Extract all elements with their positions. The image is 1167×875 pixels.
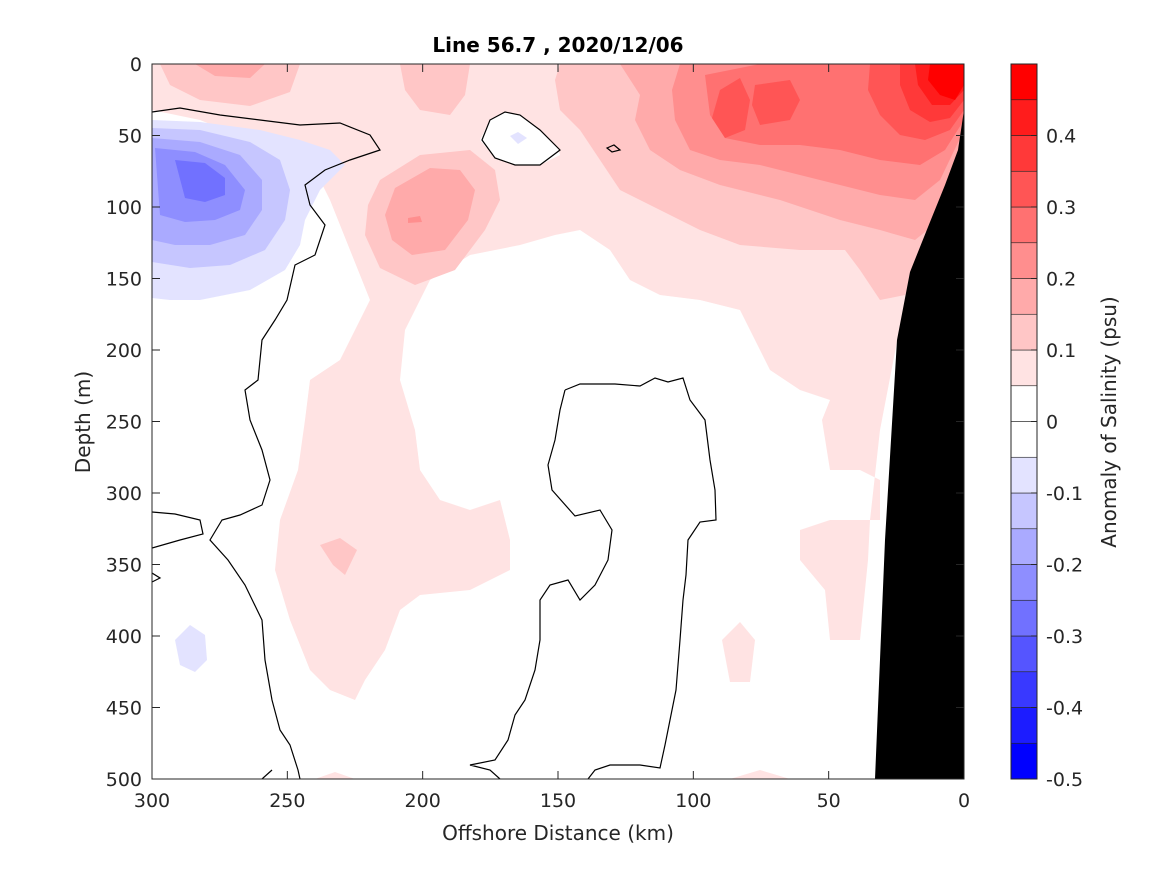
x-tick-label: 200 xyxy=(405,790,441,812)
colorbar-tick-label: 0.1 xyxy=(1046,340,1076,362)
contour-fill-pos-top-left-1 xyxy=(160,64,300,106)
y-tick-label: 400 xyxy=(106,626,142,648)
x-tick-label: 0 xyxy=(958,790,970,812)
y-axis-ticks: 0 50 100 150 200 250 300 350 400 450 500 xyxy=(106,54,964,791)
contour-fill-neg-0-25 xyxy=(175,160,225,202)
x-axis-ticks: 300 250 200 150 100 50 0 xyxy=(134,64,970,812)
y-tick-label: 100 xyxy=(106,197,142,219)
colorbar-swatch xyxy=(1010,456,1038,494)
contour-fill-pos-0-3c xyxy=(752,80,800,125)
colorbar-swatch xyxy=(1010,385,1038,422)
colorbar-tick-label: -0.2 xyxy=(1046,555,1083,577)
plot-area xyxy=(152,64,964,779)
contour-fill-neg-small xyxy=(175,625,207,672)
colorbar-tick-label: -0.1 xyxy=(1046,483,1083,505)
colorbar-swatch xyxy=(1010,170,1038,208)
colorbar-swatch xyxy=(1010,528,1038,565)
contour-fill-pos-lens-3 xyxy=(408,216,422,223)
colorbar xyxy=(1010,63,1038,780)
zero-contour-line-pocket xyxy=(481,111,561,166)
colorbar-swatch xyxy=(1010,671,1038,708)
contour-fill-pos-bottom xyxy=(730,770,790,779)
colorbar-swatch xyxy=(1010,599,1038,637)
contour-fill-pos-deep-2 xyxy=(722,622,755,682)
y-tick-label: 250 xyxy=(106,412,142,434)
colorbar-swatch xyxy=(1010,492,1038,530)
colorbar-tick-label: 0.4 xyxy=(1046,126,1076,148)
contour-fill-pos-bottom-2 xyxy=(315,772,355,779)
contour-fill-pos-top-mid xyxy=(400,64,470,115)
contour-fill-pos-deep-1 xyxy=(320,538,357,575)
colorbar-swatch xyxy=(1010,635,1038,673)
y-tick-label: 150 xyxy=(106,269,142,291)
x-tick-label: 300 xyxy=(134,790,170,812)
colorbar-tick-label: 0.2 xyxy=(1046,269,1076,291)
y-tick-label: 450 xyxy=(106,698,142,720)
contour-fill-neg-pocket xyxy=(510,132,527,144)
colorbar-tick-label: -0.4 xyxy=(1046,698,1083,720)
colorbar-swatch xyxy=(1010,278,1038,315)
y-tick-label: 500 xyxy=(106,769,142,791)
y-axis-label: Depth (m) xyxy=(71,371,95,473)
colorbar-swatch xyxy=(1010,206,1038,244)
colorbar-swatch xyxy=(1010,99,1038,136)
zero-contour-lines xyxy=(152,107,717,779)
zero-contour-line-left-edge xyxy=(152,511,204,549)
colorbar-swatch xyxy=(1010,421,1038,458)
y-tick-label: 50 xyxy=(118,126,142,148)
colorbar-swatch xyxy=(1010,242,1038,279)
colorbar-swatch xyxy=(1010,349,1038,387)
contour-fill-pos-lens-2 xyxy=(385,168,475,255)
x-tick-label: 100 xyxy=(675,790,711,812)
x-tick-label: 50 xyxy=(817,790,841,812)
x-tick-label: 150 xyxy=(540,790,576,812)
colorbar-ticks: 0.4 0.3 0.2 0.1 0 -0.1 -0.2 -0.3 -0.4 -0.5 xyxy=(1031,126,1083,791)
colorbar-tick-label: -0.5 xyxy=(1046,769,1083,791)
colorbar-swatch xyxy=(1010,564,1038,601)
colorbar-tick-label: 0 xyxy=(1046,412,1058,434)
colorbar-tick-label: 0.3 xyxy=(1046,197,1076,219)
zero-contour-line-left-corner xyxy=(152,572,162,583)
contour-fill-pos-0-45 xyxy=(928,64,964,100)
colorbar-swatch xyxy=(1010,63,1038,101)
y-tick-label: 350 xyxy=(106,555,142,577)
contour-fill-pos-0-3b xyxy=(712,78,750,138)
zero-contour-line-offshore xyxy=(152,107,381,779)
chart-title: Line 56.7 , 2020/12/06 xyxy=(432,33,683,57)
y-tick-label: 0 xyxy=(130,54,142,76)
land-mask xyxy=(875,110,964,779)
colorbar-swatch xyxy=(1010,707,1038,744)
zero-contour-line-central-left xyxy=(469,389,613,779)
zero-contour-line-bottom xyxy=(261,769,273,779)
colorbar-label: Anomaly of Salinity (psu) xyxy=(1097,296,1121,547)
x-axis-label: Offshore Distance (km) xyxy=(442,821,674,845)
y-tick-label: 300 xyxy=(106,483,142,505)
zero-contour-line-central xyxy=(564,377,717,779)
contour-fill-pos-top-left-2 xyxy=(195,64,265,78)
colorbar-swatch xyxy=(1010,313,1038,351)
zero-contour-line-small-loop xyxy=(605,144,622,153)
colorbar-swatch xyxy=(1010,742,1038,780)
y-tick-label: 200 xyxy=(106,340,142,362)
colorbar-swatch xyxy=(1010,135,1038,172)
colorbar-tick-label: -0.3 xyxy=(1046,626,1083,648)
x-tick-label: 250 xyxy=(269,790,305,812)
